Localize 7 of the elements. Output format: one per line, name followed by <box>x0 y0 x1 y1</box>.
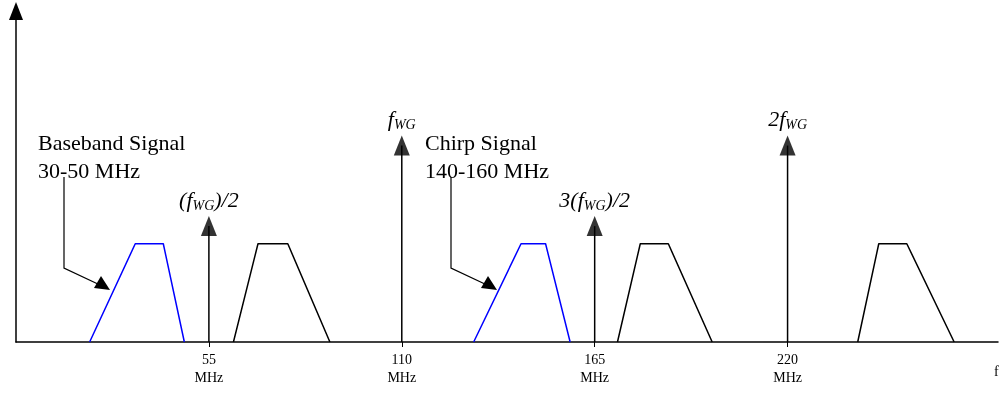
x-tick-label: 110 MHz <box>387 351 417 385</box>
x-tick-label: 165 MHz <box>580 351 610 385</box>
x-tick-label: 220 MHz <box>773 351 802 385</box>
x-tick-label: 55 MHz <box>194 351 224 385</box>
annotation: Chirp Signal 140-160 MHz <box>425 129 550 183</box>
annotation: Baseband Signal 30-50 MHz <box>38 129 186 183</box>
x-axis-title: f <box>994 363 999 379</box>
